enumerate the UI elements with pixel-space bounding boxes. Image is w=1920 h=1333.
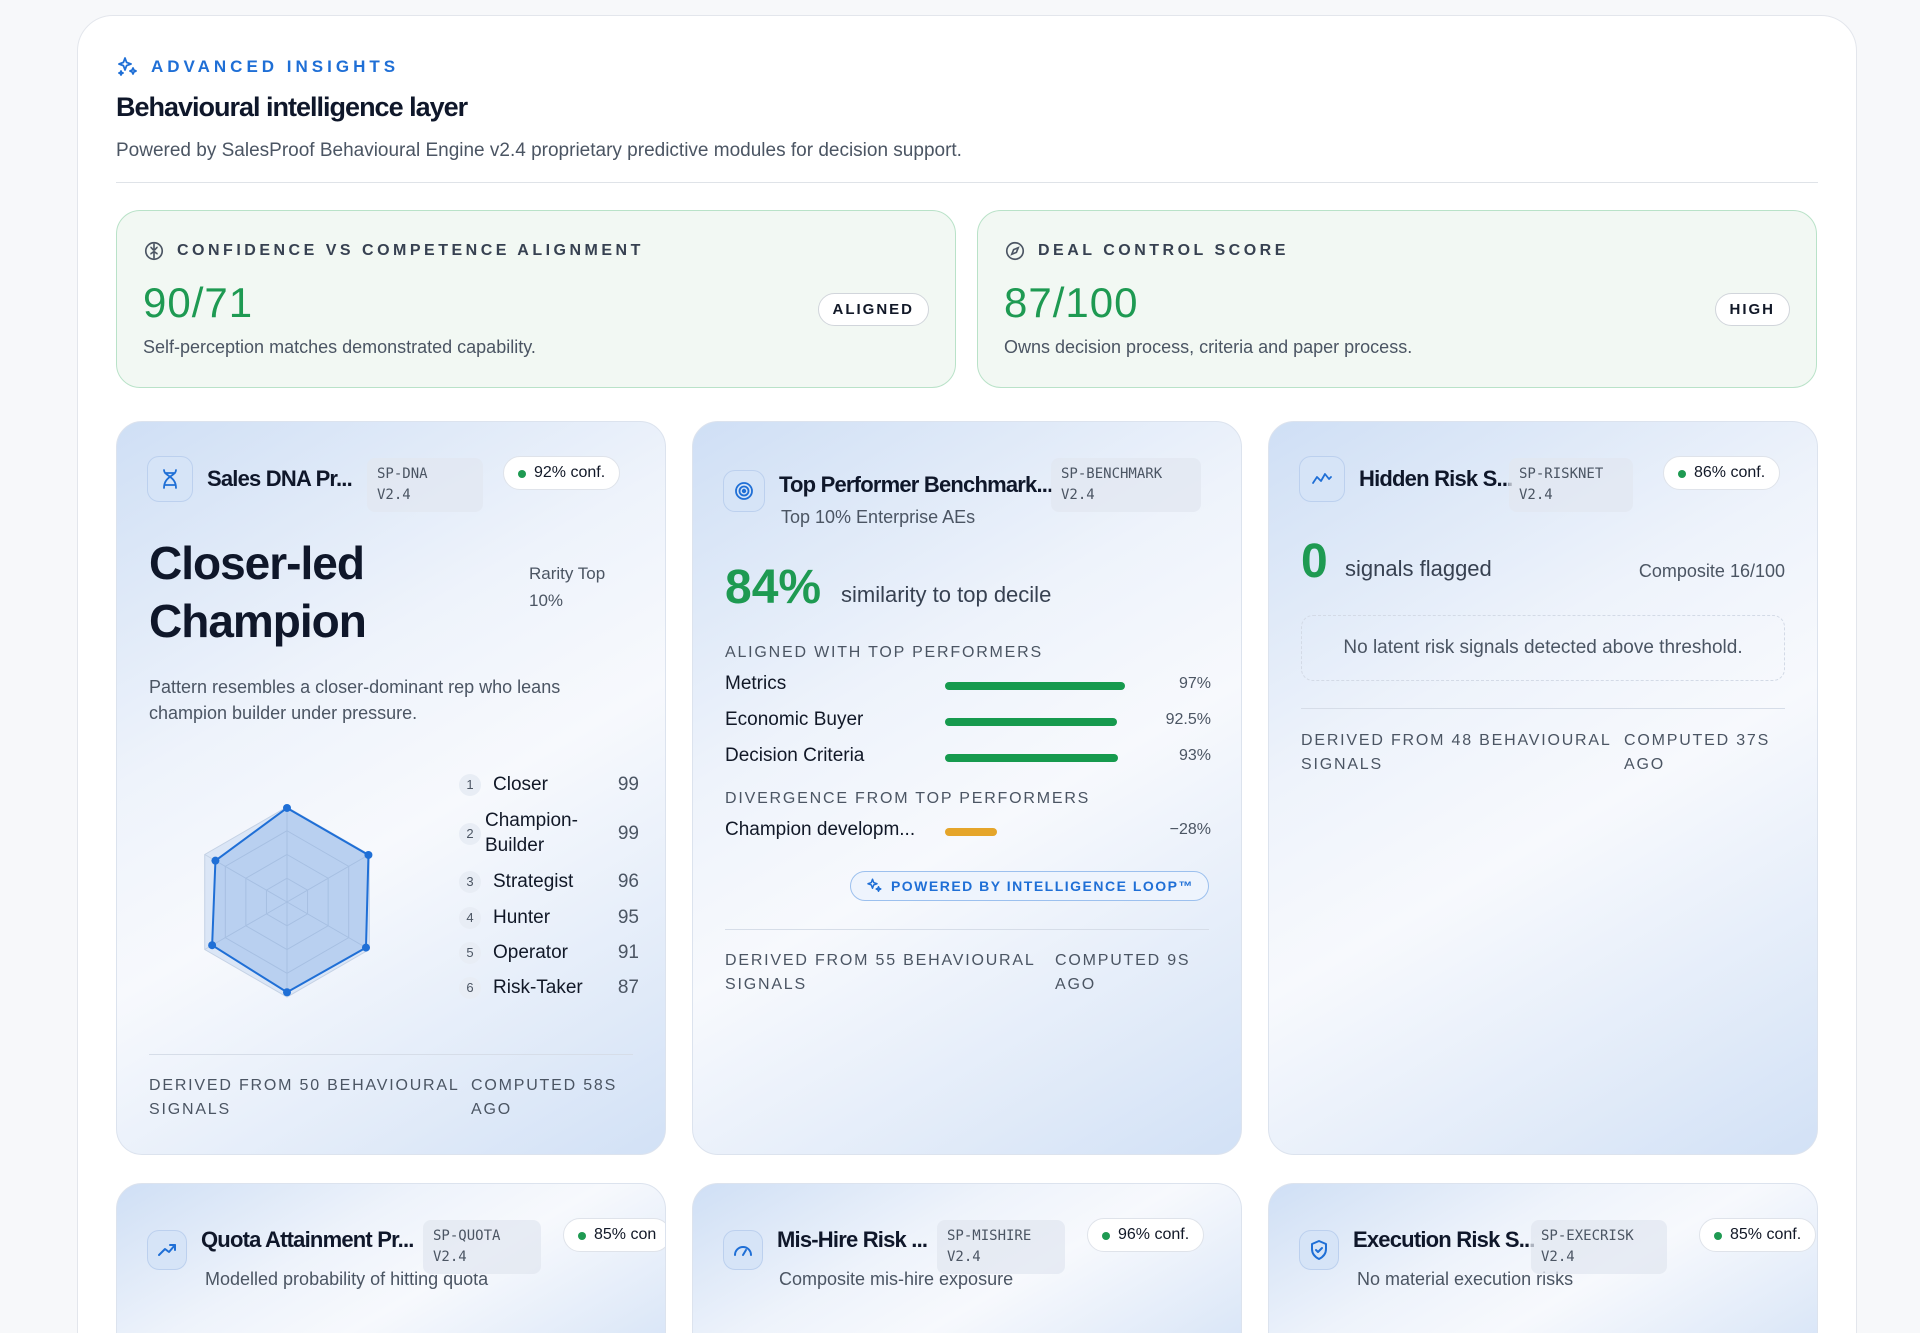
- sparkle-icon: [867, 878, 882, 892]
- card-title: Mis-Hire Risk ...: [777, 1227, 928, 1252]
- hidden-risk-card[interactable]: Hidden Risk S... SP-RISKNET V2.4 86% con…: [1268, 421, 1818, 1155]
- deal-control-tile: DEAL CONTROL SCORE 87/100 Owns decision …: [977, 210, 1817, 388]
- powered-by-badge[interactable]: POWERED BY INTELLIGENCE LOOP™: [849, 871, 1209, 901]
- card-title: Sales DNA Pr...: [207, 466, 353, 491]
- module-code: SP-DNA V2.4: [367, 458, 483, 512]
- confidence-badge: 92% conf.: [503, 456, 621, 490]
- page-title: Behavioural intelligence layer: [116, 92, 468, 122]
- trait-row: 2 Champion- Builder 99: [459, 808, 639, 860]
- similarity-value: 84%: [725, 561, 822, 614]
- confidence-badge: 96% conf.: [1087, 1218, 1205, 1252]
- brain-icon: [144, 241, 164, 261]
- confidence-badge: 85% conf.: [1699, 1218, 1817, 1252]
- sales-dna-card[interactable]: Sales DNA Pr... SP-DNA V2.4 92% conf. Cl…: [116, 421, 666, 1155]
- radar-point: [211, 856, 220, 865]
- derived-from-label: DERIVED FROM 55 BEHAVIOURAL SIGNALS: [725, 952, 1036, 993]
- trend-up-icon: [147, 1230, 187, 1270]
- archetype-title: Closer-led Champion: [149, 537, 367, 647]
- progress-fill: [945, 682, 1126, 690]
- dna-icon: [147, 456, 193, 502]
- confidence-alignment-tile: CONFIDENCE VS COMPETENCE ALIGNMENT 90/71…: [116, 210, 956, 388]
- radar-point: [364, 850, 373, 859]
- card-subtitle: No material execution risks: [1357, 1269, 1574, 1289]
- section-eyebrow: ADVANCED INSIGHTS: [115, 55, 399, 79]
- aligned-section-title: ALIGNED WITH TOP PERFORMERS: [725, 644, 1043, 661]
- eyebrow-label: ADVANCED INSIGHTS: [151, 57, 400, 76]
- gauge-icon: [723, 1230, 763, 1270]
- module-code: SP-RISKNET V2.4: [1509, 458, 1633, 512]
- divergence-fill: [945, 828, 997, 836]
- tile-value: 90/71: [143, 279, 254, 326]
- no-risk-notice: No latent risk signals detected above th…: [1301, 615, 1785, 681]
- trait-radar-chart: [204, 803, 373, 998]
- composite-score: Composite 16/100: [1638, 561, 1785, 581]
- radar-point: [208, 941, 217, 950]
- aligned-row: Economic Buyer 92.5%: [725, 709, 1211, 730]
- aligned-row: Metrics 97%: [725, 673, 1211, 694]
- confidence-badge: 85% con: [563, 1218, 665, 1252]
- mis-hire-risk-card[interactable]: Mis-Hire Risk ... Composite mis-hire exp…: [692, 1183, 1242, 1333]
- shield-check-icon: [1299, 1230, 1339, 1270]
- card-title: Hidden Risk S...: [1359, 466, 1513, 491]
- card-divider: [1301, 708, 1785, 709]
- module-code: SP-EXECRISK V2.4: [1531, 1220, 1667, 1274]
- status-badge: ALIGNED: [817, 293, 929, 326]
- card-subtitle: Modelled probability of hitting quota: [205, 1269, 489, 1289]
- header-divider: [116, 182, 1818, 183]
- radar-axis: [204, 901, 288, 950]
- card-title: Top Performer Benchmark...: [779, 472, 1053, 497]
- quota-attainment-card[interactable]: Quota Attainment Pr... Modelled probabil…: [116, 1183, 666, 1333]
- module-code: SP-QUOTA V2.4: [423, 1220, 541, 1274]
- trait-row: 6 Risk-Taker 87: [459, 975, 639, 1001]
- radar-point: [283, 803, 291, 812]
- target-icon: [723, 470, 765, 512]
- card-title: Quota Attainment Pr...: [201, 1227, 414, 1252]
- radar-axis: [286, 854, 370, 903]
- computed-time-label: COMPUTED 37S AGO: [1624, 732, 1771, 773]
- card-title: Execution Risk S...: [1353, 1227, 1535, 1252]
- tile-description: Owns decision process, criteria and pape…: [1004, 337, 1413, 357]
- status-badge: HIGH: [1714, 293, 1790, 326]
- computed-time-label: COMPUTED 58S AGO: [471, 1077, 618, 1118]
- archetype-description: Pattern resembles a closer-dominant rep …: [149, 677, 561, 723]
- tile-description: Self-perception matches demonstrated cap…: [143, 337, 536, 357]
- card-divider: [149, 1054, 633, 1055]
- trait-row: 4 Hunter 95: [459, 905, 639, 931]
- derived-from-label: DERIVED FROM 48 BEHAVIOURAL SIGNALS: [1301, 732, 1612, 773]
- aligned-row: Decision Criteria 93%: [725, 745, 1211, 766]
- risk-count: 0: [1301, 535, 1328, 588]
- tile-value: 87/100: [1004, 279, 1139, 326]
- page-subtitle: Powered by SalesProof Behavioural Engine…: [116, 140, 962, 161]
- similarity-label: similarity to top decile: [841, 582, 1052, 607]
- card-subtitle: Composite mis-hire exposure: [779, 1269, 1014, 1289]
- rarity-label: Rarity Top 10%: [529, 564, 606, 610]
- radar-axis: [286, 901, 370, 950]
- divergence-section-title: DIVERGENCE FROM TOP PERFORMERS: [725, 790, 1091, 807]
- radar-point: [361, 943, 370, 952]
- activity-icon: [1299, 456, 1345, 502]
- progress-fill: [945, 754, 1118, 762]
- computed-time-label: COMPUTED 9S AGO: [1055, 952, 1191, 993]
- tile-label: CONFIDENCE VS COMPETENCE ALIGNMENT: [177, 242, 644, 259]
- sparkle-icon: [118, 57, 137, 76]
- progress-fill: [945, 718, 1118, 726]
- card-subtitle: Top 10% Enterprise AEs: [781, 507, 976, 527]
- module-code: SP-BENCHMARK V2.4: [1051, 458, 1201, 512]
- card-divider: [725, 929, 1209, 930]
- confidence-badge: 86% conf.: [1663, 456, 1781, 490]
- radar-point: [283, 988, 291, 997]
- divergence-row: Champion developm... −28%: [725, 819, 1211, 840]
- module-code: SP-MISHIRE V2.4: [937, 1220, 1065, 1274]
- risk-count-label: signals flagged: [1345, 556, 1492, 581]
- compass-icon: [1005, 241, 1025, 261]
- trait-row: 1 Closer 99: [459, 772, 639, 798]
- execution-risk-card[interactable]: Execution Risk S... No material executio…: [1268, 1183, 1818, 1333]
- trait-row: 3 Strategist 96: [459, 869, 639, 895]
- top-performer-benchmark-card[interactable]: Top Performer Benchmark... Top 10% Enter…: [692, 421, 1242, 1155]
- tile-label: DEAL CONTROL SCORE: [1038, 242, 1289, 259]
- trait-row: 5 Operator 91: [459, 940, 639, 966]
- derived-from-label: DERIVED FROM 50 BEHAVIOURAL SIGNALS: [149, 1077, 460, 1118]
